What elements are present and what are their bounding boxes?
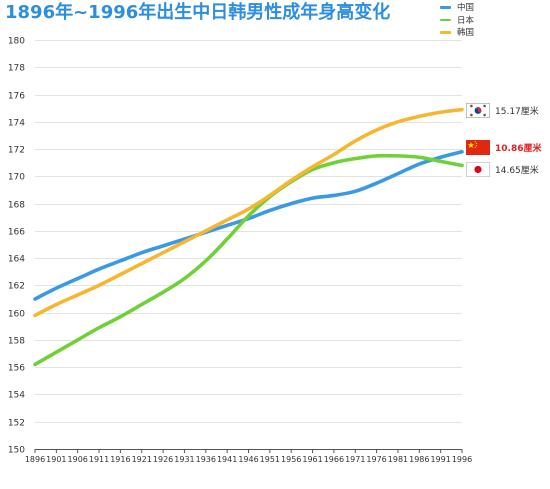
- x-tick-label: 1901: [46, 455, 66, 464]
- y-axis: 150 152 154 156 158 160 162 164 166 168 170 172 174 1…: [8, 37, 25, 456]
- x-tick-label: 1951: [260, 455, 280, 464]
- y-tick-label: 156: [8, 364, 25, 374]
- korea-series-line: [33, 107, 464, 318]
- legend-label-korea: 韩国: [457, 28, 475, 39]
- chart-title: 1896年~1996年出生中日韩男性成年身高变化: [5, 2, 391, 23]
- x-tick-label: 1926: [153, 455, 173, 464]
- x-tick-label: 1961: [302, 455, 322, 464]
- y-tick-label: 172: [8, 146, 25, 156]
- y-tick-label: 180: [8, 37, 25, 47]
- x-tick-label: 1921: [132, 455, 152, 464]
- annotation-label-korea: 15.17厘米: [495, 106, 539, 117]
- x-tick-label: 1936: [196, 455, 216, 464]
- x-tick-label: 1956: [281, 455, 301, 464]
- y-tick-label: 164: [8, 255, 25, 265]
- y-tick-label: 162: [8, 282, 25, 292]
- y-tick-label: 154: [8, 391, 25, 401]
- x-tick-label: 1966: [324, 455, 344, 464]
- x-tick-label: 1896: [25, 455, 45, 464]
- legend-label-china: 中国: [457, 3, 475, 14]
- south-korea-flag-icon: [466, 102, 490, 118]
- y-tick-label: 160: [8, 310, 25, 320]
- x-tick-label: 1906: [68, 455, 88, 464]
- x-tick-label: 1976: [366, 455, 386, 464]
- y-tick-label: 166: [8, 228, 25, 238]
- annotation-japan: 14.65厘米: [466, 161, 539, 177]
- y-tick-label: 158: [8, 337, 25, 347]
- x-tick-label: 1916: [110, 455, 130, 464]
- x-tick-label: 1971: [345, 455, 365, 464]
- china-series-line: [33, 149, 464, 301]
- japan-series-line: [33, 153, 464, 367]
- legend-swatch-korea: [440, 31, 451, 34]
- grid: [35, 40, 462, 423]
- x-tick-label: 1941: [217, 455, 237, 464]
- y-tick-label: 168: [8, 201, 25, 211]
- china-flag-icon: [466, 139, 490, 155]
- x-tick-label: 1996: [452, 455, 472, 464]
- legend-item-japan: 日本: [440, 14, 500, 27]
- annotation-label-japan: 14.65厘米: [495, 165, 539, 176]
- y-tick-label: 150: [8, 446, 25, 456]
- legend-label-japan: 日本: [457, 15, 475, 26]
- legend-swatch-japan: [440, 18, 451, 21]
- y-tick-label: 174: [8, 119, 25, 129]
- x-tick-label: 1946: [238, 455, 258, 464]
- annotation-china: 10.86厘米: [466, 139, 541, 155]
- x-tick-label: 1911: [89, 455, 109, 464]
- y-tick-label: 170: [8, 173, 25, 183]
- x-tick-label: 1981: [388, 455, 408, 464]
- y-tick-label: 152: [8, 419, 25, 429]
- japan-flag-icon: [466, 161, 490, 177]
- annotation-korea: 15.17厘米: [466, 102, 539, 118]
- x-tick-label: 1991: [430, 455, 450, 464]
- x-tick-label: 1986: [409, 455, 429, 464]
- x-tick-label: 1931: [174, 455, 194, 464]
- chart-legend: 中国 日本 韩国: [440, 1, 500, 39]
- x-axis: 1896 1901 1906 1911 1916 1921 1926 1931 1936 1941…: [25, 449, 472, 464]
- y-tick-label: 178: [8, 64, 25, 74]
- legend-item-korea: 韩国: [440, 26, 500, 39]
- annotation-label-china: 10.86厘米: [495, 143, 542, 154]
- y-tick-label: 176: [8, 92, 25, 102]
- series-lines: [33, 107, 464, 367]
- legend-item-china: 中国: [440, 1, 500, 14]
- legend-swatch-china: [440, 6, 451, 9]
